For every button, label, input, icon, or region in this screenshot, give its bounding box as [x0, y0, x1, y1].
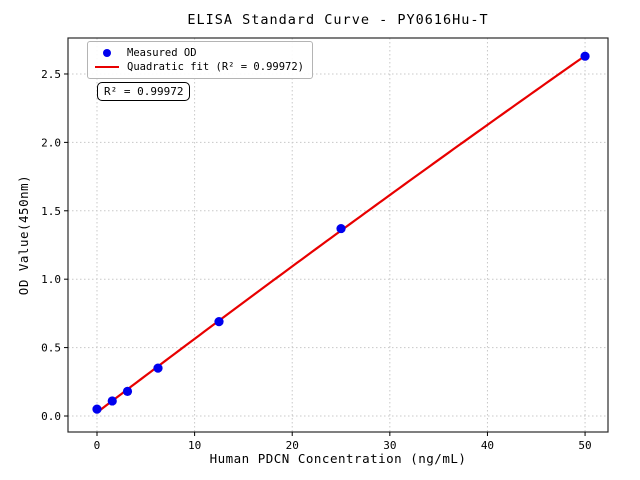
x-tick-label: 40	[481, 439, 494, 452]
quadratic-fit-line	[96, 54, 586, 414]
legend-label-fit: Quadratic fit (R² = 0.99972)	[127, 61, 305, 73]
x-tick-label: 50	[578, 439, 591, 452]
legend-swatch-fit	[95, 66, 119, 68]
x-tick-label: 30	[383, 439, 396, 452]
legend-entry-measured: Measured OD	[95, 46, 304, 60]
legend-entry-fit: Quadratic fit (R² = 0.99972)	[95, 60, 304, 74]
x-tick-label: 20	[286, 439, 299, 452]
x-axis-label: Human PDCN Concentration (ng/mL)	[209, 451, 467, 466]
data-point	[214, 317, 224, 327]
legend-label-measured: Measured OD	[127, 47, 197, 59]
y-tick-label: 1.5	[41, 205, 61, 218]
y-tick-label: 0.0	[41, 410, 61, 423]
data-point	[92, 404, 102, 414]
x-tick-label: 0	[94, 439, 101, 452]
r-squared-annotation: R² = 0.99972	[97, 82, 191, 101]
measured-od-points	[92, 51, 590, 414]
data-point	[580, 51, 590, 61]
gridlines	[68, 38, 608, 432]
y-tick-label: 2.5	[41, 68, 61, 81]
data-point	[153, 363, 163, 373]
fit-line-sample-icon	[95, 66, 119, 68]
data-point	[336, 223, 346, 234]
axis-ticks: 0 10 20 30 40 50 0.0 0.5 1.0 1.5 2.0 2.5	[41, 68, 592, 452]
y-tick-label: 2.0	[41, 136, 61, 149]
y-axis-label: OD Value(450nm)	[16, 174, 31, 296]
x-tick-label: 10	[188, 439, 201, 452]
y-tick-label: 0.5	[41, 342, 61, 355]
legend-swatch-measured	[95, 49, 119, 57]
measured-od-marker-icon	[103, 49, 111, 57]
plot-border	[67, 37, 609, 433]
data-point	[122, 386, 133, 396]
chart-title: ELISA Standard Curve - PY0616Hu-T	[187, 12, 489, 28]
y-tick-label: 1.0	[41, 273, 61, 286]
legend: Measured OD Quadratic fit (R² = 0.99972)	[87, 41, 314, 79]
data-point	[107, 396, 117, 406]
